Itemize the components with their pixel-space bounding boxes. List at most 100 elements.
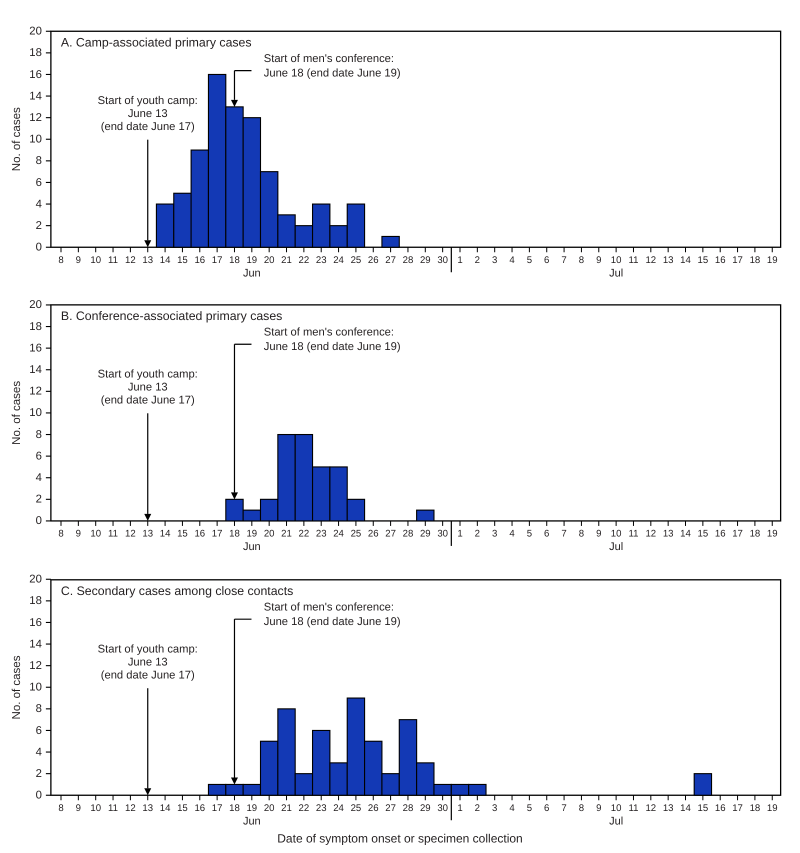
svg-text:12: 12	[29, 660, 42, 672]
svg-text:19: 19	[767, 255, 778, 266]
svg-text:12: 12	[125, 528, 136, 539]
svg-text:No. of cases: No. of cases	[11, 655, 23, 719]
svg-text:17: 17	[732, 528, 743, 539]
svg-text:9: 9	[596, 528, 601, 539]
svg-text:12: 12	[645, 803, 656, 814]
svg-text:12: 12	[125, 803, 136, 814]
svg-text:6: 6	[544, 803, 549, 814]
svg-text:14: 14	[680, 255, 691, 266]
svg-text:12: 12	[29, 386, 42, 398]
svg-text:25: 25	[351, 528, 362, 539]
svg-text:10: 10	[29, 134, 42, 146]
svg-text:8: 8	[58, 255, 63, 266]
svg-text:9: 9	[596, 255, 601, 266]
svg-text:2: 2	[475, 803, 480, 814]
svg-text:29: 29	[420, 803, 431, 814]
svg-text:14: 14	[160, 528, 171, 539]
svg-text:3: 3	[492, 528, 497, 539]
svg-text:7: 7	[561, 803, 566, 814]
svg-text:12: 12	[29, 112, 42, 124]
svg-text:June 13: June 13	[128, 657, 168, 669]
svg-text:11: 11	[628, 803, 638, 814]
svg-text:2: 2	[36, 494, 42, 506]
svg-text:4: 4	[509, 255, 515, 266]
svg-text:12: 12	[645, 255, 656, 266]
svg-text:10: 10	[90, 255, 101, 266]
svg-text:24: 24	[333, 528, 344, 539]
svg-text:21: 21	[281, 803, 292, 814]
svg-text:8: 8	[36, 155, 42, 167]
svg-text:No. of cases: No. of cases	[11, 381, 23, 445]
svg-text:9: 9	[596, 803, 601, 814]
svg-text:14: 14	[29, 364, 42, 376]
svg-text:0: 0	[36, 515, 42, 527]
svg-text:10: 10	[611, 803, 622, 814]
svg-text:5: 5	[527, 528, 532, 539]
svg-text:3: 3	[492, 255, 497, 266]
svg-text:June 18 (end date June 19): June 18 (end date June 19)	[264, 341, 401, 353]
svg-text:22: 22	[299, 255, 310, 266]
svg-text:23: 23	[316, 528, 327, 539]
svg-text:25: 25	[351, 803, 362, 814]
svg-text:Start of men's conference:: Start of men's conference:	[264, 327, 394, 339]
svg-text:27: 27	[385, 255, 396, 266]
svg-text:19: 19	[246, 255, 257, 266]
svg-text:12: 12	[125, 255, 136, 266]
svg-text:16: 16	[715, 803, 726, 814]
svg-text:28: 28	[403, 803, 414, 814]
svg-text:Start of men's conference:: Start of men's conference:	[264, 53, 394, 65]
svg-text:9: 9	[76, 528, 81, 539]
svg-text:16: 16	[194, 803, 205, 814]
svg-text:20: 20	[29, 26, 42, 38]
svg-text:22: 22	[299, 803, 310, 814]
svg-text:18: 18	[229, 803, 240, 814]
svg-text:B. Conference-associated prima: B. Conference-associated primary cases	[61, 309, 282, 323]
svg-text:10: 10	[611, 528, 622, 539]
svg-text:9: 9	[76, 255, 81, 266]
svg-text:4: 4	[36, 746, 42, 758]
svg-text:11: 11	[108, 803, 118, 814]
svg-text:7: 7	[561, 255, 566, 266]
svg-text:A. Camp-associated primary cas: A. Camp-associated primary cases	[61, 35, 252, 49]
svg-text:15: 15	[698, 528, 709, 539]
svg-text:1: 1	[457, 255, 462, 266]
svg-text:8: 8	[36, 429, 42, 441]
svg-text:16: 16	[29, 342, 42, 354]
svg-text:(end date June 17): (end date June 17)	[101, 670, 195, 682]
svg-text:4: 4	[36, 472, 42, 484]
svg-text:21: 21	[281, 255, 292, 266]
svg-text:16: 16	[29, 617, 42, 629]
svg-text:6: 6	[544, 255, 549, 266]
svg-text:6: 6	[36, 177, 42, 189]
svg-text:8: 8	[579, 803, 584, 814]
svg-text:20: 20	[264, 255, 275, 266]
svg-text:0: 0	[36, 242, 42, 254]
svg-text:28: 28	[403, 255, 414, 266]
svg-text:4: 4	[509, 528, 515, 539]
svg-text:13: 13	[142, 803, 153, 814]
svg-text:14: 14	[160, 255, 171, 266]
svg-text:Start of youth camp:: Start of youth camp:	[98, 643, 198, 655]
svg-text:8: 8	[579, 255, 584, 266]
svg-text:18: 18	[750, 803, 761, 814]
svg-text:8: 8	[58, 528, 63, 539]
svg-text:10: 10	[611, 255, 622, 266]
svg-text:17: 17	[732, 255, 743, 266]
svg-text:12: 12	[645, 528, 656, 539]
svg-text:13: 13	[663, 803, 674, 814]
svg-text:3: 3	[492, 803, 497, 814]
svg-text:20: 20	[29, 574, 42, 586]
svg-text:June 13: June 13	[128, 108, 168, 120]
svg-text:June 18 (end date June 19): June 18 (end date June 19)	[264, 67, 401, 79]
svg-text:0: 0	[36, 790, 42, 802]
svg-text:8: 8	[58, 803, 63, 814]
svg-text:20: 20	[264, 803, 275, 814]
svg-text:26: 26	[368, 528, 379, 539]
svg-text:17: 17	[732, 803, 743, 814]
svg-text:19: 19	[767, 528, 778, 539]
svg-text:11: 11	[108, 255, 118, 266]
svg-text:14: 14	[29, 638, 42, 650]
svg-text:27: 27	[385, 803, 396, 814]
svg-text:18: 18	[229, 255, 240, 266]
svg-text:(end date June 17): (end date June 17)	[101, 121, 195, 133]
